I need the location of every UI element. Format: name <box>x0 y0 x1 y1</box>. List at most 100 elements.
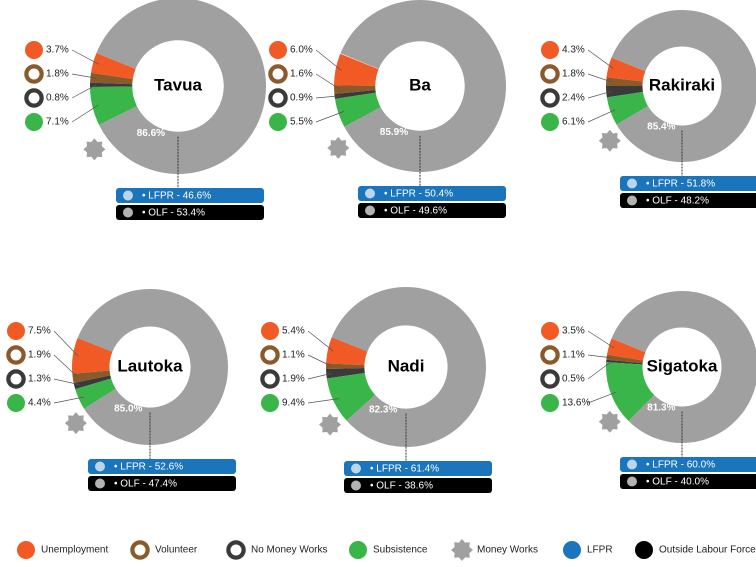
lfpr-box <box>88 459 236 474</box>
lfpr-label: • LFPR - 52.6% <box>114 462 183 473</box>
money-label: 81.3% <box>647 402 675 413</box>
leader-line <box>71 73 97 79</box>
donut-slice <box>90 82 133 88</box>
value-label: 0.5% <box>562 374 585 385</box>
legend-label: Volunteer <box>155 545 198 556</box>
value-label: 0.8% <box>46 93 69 104</box>
category-icon <box>541 41 559 59</box>
olf-icon <box>365 205 375 216</box>
donut-slice <box>606 77 643 86</box>
category-icon-inner <box>27 91 41 105</box>
donut-slice <box>326 363 365 369</box>
category-icon <box>541 322 559 340</box>
legend-label: Money Works <box>477 545 538 556</box>
donut-slice <box>75 378 116 409</box>
leader-line <box>587 361 612 380</box>
donut-slice <box>77 289 229 445</box>
olf-box <box>358 203 506 218</box>
olf-icon <box>95 478 105 489</box>
value-label: 1.9% <box>282 374 305 385</box>
donut-slice <box>90 72 133 85</box>
legend-label: Outside Labour Force <box>659 545 756 556</box>
lfpr-box <box>116 188 264 203</box>
leader-line <box>587 90 612 99</box>
value-label: 5.5% <box>290 117 313 128</box>
donut-title: Ba <box>409 75 431 94</box>
lfpr-box <box>620 176 756 191</box>
donut-slice <box>606 354 644 364</box>
donut-title: Rakiraki <box>649 75 715 94</box>
donut-slice <box>326 372 376 421</box>
category-icon <box>269 41 287 59</box>
money-icon <box>451 539 473 561</box>
money-icon <box>598 410 621 433</box>
donut-slice <box>607 338 646 361</box>
money-label: 85.9% <box>380 127 408 138</box>
category-icon <box>261 322 279 340</box>
olf-icon <box>123 207 133 218</box>
category-icon-inner <box>543 348 557 362</box>
category-icon <box>541 394 559 412</box>
category-icon-inner <box>271 67 285 81</box>
lfpr-icon <box>627 178 637 189</box>
donut-slice <box>611 10 756 162</box>
donut-slice <box>605 85 643 98</box>
category-icon-inner <box>543 91 557 105</box>
donut-slice <box>334 90 376 99</box>
lfpr-label: • LFPR - 61.4% <box>370 464 439 475</box>
donut-slice <box>90 86 137 125</box>
leader-line <box>307 354 332 367</box>
value-label: 1.8% <box>46 69 69 80</box>
leader-line <box>53 396 85 404</box>
donut-slice <box>606 359 643 365</box>
category-icon-inner <box>543 67 557 81</box>
value-label: 6.0% <box>290 45 313 56</box>
leader-line <box>315 49 342 71</box>
money-icon <box>64 412 87 435</box>
value-label: 9.4% <box>282 398 305 409</box>
legend-label: Subsistence <box>373 545 428 556</box>
donut-slice <box>334 92 381 127</box>
money-label: 85.0% <box>114 404 142 415</box>
legend-label: Unemployment <box>41 545 108 556</box>
legend-icon <box>635 541 653 559</box>
money-icon <box>327 136 350 159</box>
leader-line <box>315 111 345 123</box>
category-icon-inner <box>263 372 277 386</box>
category-icon <box>25 113 43 131</box>
donut-title: Sigatoka <box>647 356 718 375</box>
value-label: 1.1% <box>562 350 585 361</box>
olf-icon <box>627 476 637 487</box>
category-icon-inner <box>9 372 23 386</box>
olf-box <box>620 474 756 489</box>
donut-slice <box>340 0 507 173</box>
lfpr-box <box>620 457 756 472</box>
olf-box <box>88 476 236 491</box>
category-icon-inner <box>543 372 557 386</box>
leader-line <box>53 354 79 378</box>
value-label: 2.4% <box>562 93 585 104</box>
lfpr-label: • LFPR - 46.6% <box>142 191 211 202</box>
donut-slice <box>96 0 266 174</box>
donut-slice <box>91 53 136 80</box>
value-label: 3.5% <box>562 326 585 337</box>
category-icon-inner <box>263 348 277 362</box>
value-label: 1.6% <box>290 69 313 80</box>
olf-box <box>116 205 264 220</box>
category-icon <box>261 394 279 412</box>
leader-line <box>315 73 341 90</box>
olf-label: • OLF - 47.4% <box>114 479 177 490</box>
value-label: 4.4% <box>28 398 51 409</box>
olf-label: • OLF - 53.4% <box>142 208 205 219</box>
value-label: 6.1% <box>562 117 585 128</box>
leader-line <box>587 330 615 349</box>
value-label: 1.3% <box>28 374 51 385</box>
olf-label: • OLF - 48.2% <box>646 196 709 207</box>
leader-line <box>587 73 612 83</box>
olf-label: • OLF - 40.0% <box>646 477 709 488</box>
legend-icon-inner <box>229 543 243 557</box>
money-icon <box>83 138 106 161</box>
category-icon-inner <box>27 67 41 81</box>
legend-icon <box>17 541 35 559</box>
